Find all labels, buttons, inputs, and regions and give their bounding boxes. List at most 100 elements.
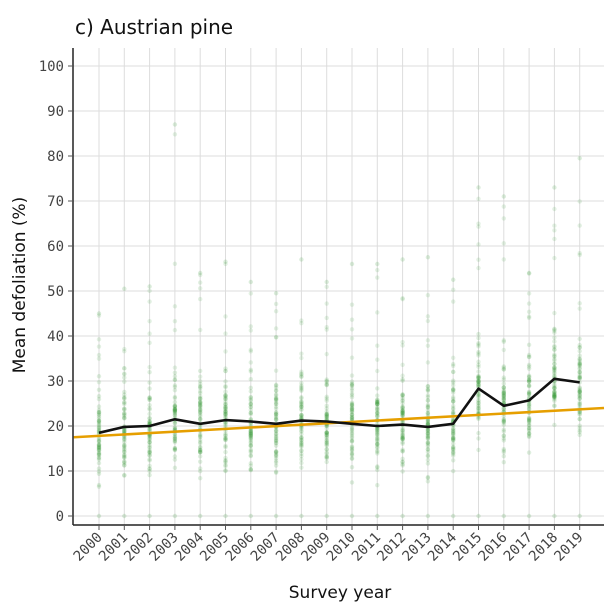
data-point xyxy=(147,449,152,455)
data-point xyxy=(147,439,152,445)
data-point xyxy=(400,440,405,445)
data-point xyxy=(349,464,355,470)
data-point xyxy=(501,396,506,401)
data-point xyxy=(273,395,279,400)
x-tick-label: 2007 xyxy=(248,530,283,565)
x-tick-label: 2003 xyxy=(147,530,182,565)
data-point xyxy=(198,406,203,411)
data-point xyxy=(425,431,431,436)
data-point xyxy=(122,375,127,380)
data-point xyxy=(324,351,329,357)
data-point xyxy=(273,438,279,444)
data-point xyxy=(273,428,279,434)
data-point xyxy=(299,373,304,379)
data-point xyxy=(299,318,304,323)
data-point xyxy=(526,379,532,384)
data-point xyxy=(526,431,532,436)
data-point xyxy=(122,463,127,468)
data-point xyxy=(248,439,253,445)
data-point xyxy=(349,412,355,418)
data-point xyxy=(172,394,178,400)
data-point xyxy=(349,327,355,332)
data-point xyxy=(526,404,532,409)
data-point-max xyxy=(172,122,178,127)
data-point xyxy=(349,381,355,386)
data-point xyxy=(172,445,178,451)
data-point xyxy=(552,326,557,332)
data-point xyxy=(122,411,127,416)
data-point xyxy=(299,404,304,409)
data-point xyxy=(451,405,456,411)
data-point xyxy=(248,437,253,443)
data-point xyxy=(552,310,557,316)
data-point xyxy=(122,453,127,458)
data-point xyxy=(147,402,152,408)
data-point xyxy=(451,435,456,441)
data-point xyxy=(425,412,431,417)
data-point xyxy=(451,387,456,393)
data-point xyxy=(476,340,481,346)
data-point xyxy=(501,433,506,438)
data-point xyxy=(349,447,355,453)
data-point xyxy=(198,435,203,440)
data-point xyxy=(324,301,329,306)
data-point xyxy=(299,439,304,445)
data-point xyxy=(400,436,405,442)
data-point xyxy=(299,404,304,410)
data-point xyxy=(349,409,355,414)
data-point xyxy=(248,461,253,466)
data-point xyxy=(400,462,405,467)
data-point xyxy=(147,439,152,445)
data-point xyxy=(451,386,456,392)
data-point xyxy=(147,451,152,456)
data-point xyxy=(577,396,582,401)
data-point xyxy=(198,416,203,422)
data-point xyxy=(375,420,380,426)
data-point xyxy=(526,354,532,360)
data-point xyxy=(147,299,152,304)
data-point-min xyxy=(577,513,582,519)
data-point xyxy=(400,413,405,418)
data-point xyxy=(400,435,405,440)
data-point xyxy=(552,389,557,394)
data-point xyxy=(147,419,152,424)
data-point xyxy=(223,261,228,267)
data-point xyxy=(400,343,405,348)
data-point xyxy=(223,406,228,412)
x-tick-label: 2015 xyxy=(450,530,485,565)
data-point xyxy=(451,369,456,375)
data-point-min xyxy=(425,513,431,519)
data-point xyxy=(198,433,203,438)
data-point xyxy=(223,435,228,441)
data-point xyxy=(425,474,431,480)
data-point xyxy=(324,440,329,445)
data-point xyxy=(324,403,329,408)
data-point xyxy=(349,451,355,456)
data-point xyxy=(248,447,253,452)
data-point xyxy=(577,357,582,362)
data-point xyxy=(577,411,582,416)
data-point xyxy=(451,398,456,404)
data-point xyxy=(577,360,582,365)
data-point xyxy=(96,451,102,457)
data-point xyxy=(476,400,481,406)
data-point xyxy=(172,384,178,390)
data-point xyxy=(375,410,380,416)
data-point xyxy=(172,437,178,442)
data-point xyxy=(96,452,102,458)
data-point xyxy=(273,453,279,459)
data-point xyxy=(122,413,127,418)
data-point xyxy=(577,393,582,398)
axes xyxy=(72,48,604,526)
data-point xyxy=(552,422,557,428)
x-tick-label: 2004 xyxy=(172,530,207,565)
data-point xyxy=(349,406,355,411)
data-point xyxy=(375,343,380,348)
x-tick-label: 2005 xyxy=(197,530,232,565)
data-point xyxy=(223,436,228,441)
data-point xyxy=(552,327,557,332)
data-point xyxy=(425,398,431,403)
data-point xyxy=(198,454,203,459)
data-point xyxy=(526,393,532,398)
data-point xyxy=(476,378,481,383)
